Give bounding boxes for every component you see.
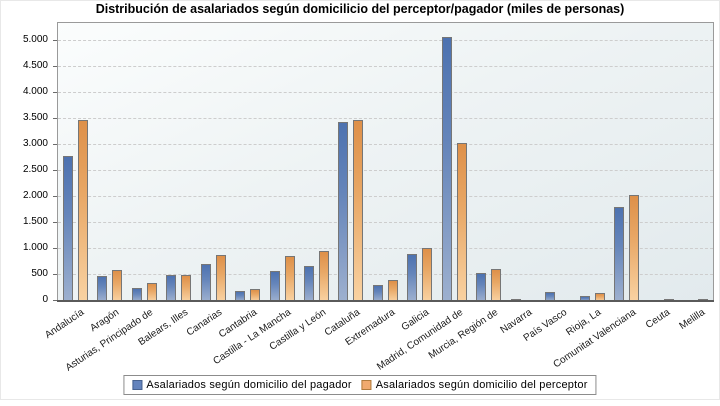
bar-pagador-8 xyxy=(338,122,348,301)
bar-group-12 xyxy=(472,23,506,301)
bar-perceptor-12 xyxy=(491,269,501,301)
bar-perceptor-7 xyxy=(319,251,329,301)
chart-title: Distribución de asalariados según domici… xyxy=(0,2,720,16)
plot-area xyxy=(57,22,714,302)
y-tick-mark-1000 xyxy=(53,248,57,249)
bar-pagador-16 xyxy=(614,207,624,301)
bar-group-17 xyxy=(644,23,678,301)
bar-perceptor-1 xyxy=(112,270,122,301)
bar-perceptor-16 xyxy=(629,195,639,301)
bar-perceptor-4 xyxy=(216,255,226,301)
bar-perceptor-11 xyxy=(457,143,467,301)
legend-label-perceptor: Asalariados según domicilio del percepto… xyxy=(376,379,588,391)
bar-group-11 xyxy=(437,23,471,301)
bar-group-14 xyxy=(541,23,575,301)
legend: Asalariados según domicilio del pagador A… xyxy=(123,375,596,395)
y-tick-mark-2500 xyxy=(53,170,57,171)
bar-pagador-4 xyxy=(201,264,211,301)
y-tick-label-3000: 3.000 xyxy=(2,138,48,149)
bar-perceptor-8 xyxy=(353,120,363,301)
bar-perceptor-0 xyxy=(78,120,88,301)
y-tick-label-5000: 5.000 xyxy=(2,34,48,45)
bar-pagador-1 xyxy=(97,276,107,302)
bar-group-9 xyxy=(368,23,402,301)
y-tick-label-2000: 2.000 xyxy=(2,190,48,201)
bar-pagador-7 xyxy=(304,266,314,301)
legend-label-pagador: Asalariados según domicilio del pagador xyxy=(146,379,351,391)
y-tick-label-1000: 1.000 xyxy=(2,242,48,253)
bar-perceptor-9 xyxy=(388,280,398,301)
y-tick-mark-1500 xyxy=(53,222,57,223)
legend-swatch-pagador xyxy=(132,380,142,390)
bar-group-15 xyxy=(575,23,609,301)
y-tick-label-3500: 3.500 xyxy=(2,112,48,123)
bar-group-3 xyxy=(161,23,195,301)
bar-group-16 xyxy=(610,23,644,301)
y-tick-label-4500: 4.500 xyxy=(2,60,48,71)
bar-group-4 xyxy=(196,23,230,301)
y-tick-mark-4000 xyxy=(53,92,57,93)
bar-pagador-3 xyxy=(166,275,176,301)
bar-series-container xyxy=(58,23,713,301)
y-tick-mark-2000 xyxy=(53,196,57,197)
bar-group-7 xyxy=(299,23,333,301)
legend-item-pagador: Asalariados según domicilio del pagador xyxy=(132,379,351,391)
bar-pagador-6 xyxy=(270,271,280,301)
y-tick-mark-4500 xyxy=(53,66,57,67)
y-tick-label-4000: 4.000 xyxy=(2,86,48,97)
y-tick-mark-3500 xyxy=(53,118,57,119)
legend-item-perceptor: Asalariados según domicilio del percepto… xyxy=(362,379,588,391)
y-tick-label-500: 500 xyxy=(2,268,48,279)
y-tick-mark-5000 xyxy=(53,40,57,41)
bar-pagador-0 xyxy=(63,156,73,301)
bar-pagador-2 xyxy=(132,288,142,302)
bar-perceptor-3 xyxy=(181,275,191,302)
bar-perceptor-6 xyxy=(285,256,295,301)
bar-group-13 xyxy=(506,23,540,301)
bar-pagador-12 xyxy=(476,273,486,301)
bar-perceptor-2 xyxy=(147,283,157,301)
bar-group-8 xyxy=(334,23,368,301)
bar-group-2 xyxy=(127,23,161,301)
bar-pagador-10 xyxy=(407,254,417,301)
y-tick-mark-0 xyxy=(53,300,57,301)
y-tick-label-0: 0 xyxy=(2,294,48,305)
bar-group-18 xyxy=(678,23,712,301)
bar-perceptor-10 xyxy=(422,248,432,301)
legend-swatch-perceptor xyxy=(362,380,372,390)
bar-pagador-9 xyxy=(373,285,383,301)
bar-group-6 xyxy=(265,23,299,301)
bar-group-0 xyxy=(58,23,92,301)
bar-group-10 xyxy=(403,23,437,301)
bar-group-5 xyxy=(230,23,264,301)
y-tick-label-1500: 1.500 xyxy=(2,216,48,227)
bar-pagador-11 xyxy=(442,37,452,301)
y-tick-label-2500: 2.500 xyxy=(2,164,48,175)
y-tick-mark-3000 xyxy=(53,144,57,145)
bar-group-1 xyxy=(92,23,126,301)
x-axis-line xyxy=(57,300,714,302)
y-tick-mark-500 xyxy=(53,274,57,275)
